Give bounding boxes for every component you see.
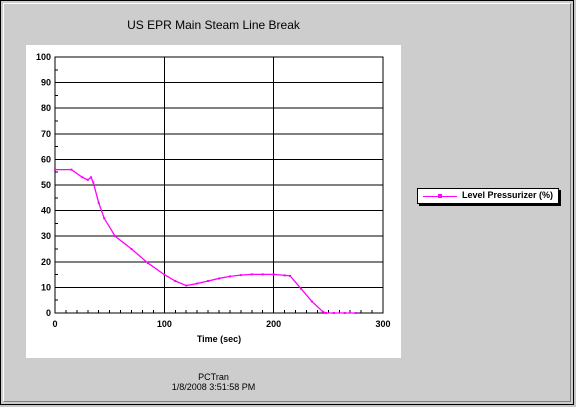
series-point	[185, 284, 188, 287]
series-point	[163, 273, 166, 276]
legend-box: Level Pressurizer (%)	[417, 188, 559, 204]
x-tick-label: 300	[375, 319, 390, 329]
series-point	[228, 275, 231, 278]
series-point	[300, 287, 302, 290]
series-point	[289, 274, 292, 277]
y-tick-label: 0	[46, 308, 51, 318]
series-point	[54, 168, 56, 171]
series-point	[310, 300, 313, 303]
x-tick-label: 100	[157, 319, 172, 329]
footer-timestamp: 1/8/2008 3:51:58 PM	[171, 382, 256, 392]
series-point	[261, 273, 264, 276]
y-tick-label: 40	[41, 206, 51, 216]
y-tick-label: 50	[41, 180, 51, 190]
series-point	[103, 217, 106, 220]
y-tick-label: 30	[41, 231, 51, 241]
series-point	[196, 282, 199, 285]
y-tick-label: 60	[41, 154, 51, 164]
y-tick-label: 20	[41, 257, 51, 267]
series-point	[92, 181, 95, 184]
series-point	[250, 273, 253, 276]
series-point	[174, 280, 177, 282]
legend-label: Level Pressurizer (%)	[462, 190, 554, 200]
plot-frame	[54, 56, 384, 314]
window-bevel	[3, 3, 571, 402]
series-point	[114, 235, 117, 238]
series-line	[55, 168, 356, 314]
footer: PCTran 1/8/2008 3:51:58 PM	[26, 372, 401, 392]
series-point	[239, 274, 242, 277]
series-point	[146, 262, 149, 265]
series-point	[130, 248, 133, 250]
series-point	[283, 274, 286, 277]
series-point	[272, 273, 275, 276]
y-tick-label: 90	[41, 78, 51, 88]
series-point	[321, 310, 324, 313]
series-point	[332, 312, 335, 314]
line-chart: 0 10 20 30 40 50 60 70 80 90 100 0 100 200 300 Time (se…	[36, 52, 391, 344]
y-tick-label: 100	[36, 52, 51, 62]
series-point	[354, 312, 357, 314]
series-point	[90, 176, 93, 179]
series-point	[86, 178, 89, 181]
y-tick-label: 70	[41, 129, 51, 139]
series-point	[343, 312, 346, 314]
chart-title: US EPR Main Steam Line Break	[127, 18, 300, 32]
series-point	[81, 176, 84, 179]
series-point	[325, 312, 328, 314]
legend-marker	[438, 194, 442, 198]
footer-app-name: PCTran	[198, 372, 229, 382]
series-point	[70, 168, 73, 171]
series-point	[97, 201, 100, 204]
plot-panel: 0 10 20 30 40 50 60 70 80 90 100 0 100 200 300 Time (se…	[26, 45, 401, 358]
y-tick-label: 80	[41, 103, 51, 113]
x-tick-label: 200	[266, 319, 281, 329]
series-point	[207, 280, 210, 282]
series-point	[218, 277, 220, 280]
x-axis-title: Time (sec)	[197, 334, 241, 344]
x-tick-label: 0	[52, 319, 57, 329]
y-tick-label: 10	[41, 282, 51, 292]
